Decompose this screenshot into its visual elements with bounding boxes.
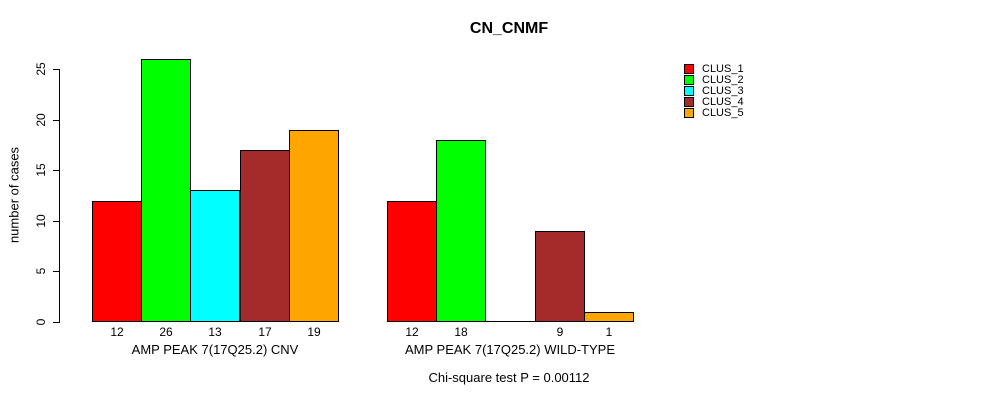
y-tick-mark: [53, 322, 60, 323]
bar-clus_1-group2: [387, 201, 437, 322]
legend-swatch-clus_3: [684, 86, 694, 96]
legend-label-clus_5: CLUS_5: [702, 107, 744, 119]
legend-swatch-clus_4: [684, 97, 694, 107]
y-axis-label: number of cases: [6, 146, 22, 244]
bar-value-label: 1: [605, 325, 613, 339]
chart-title: CN_CNMF: [469, 20, 549, 37]
y-tick-label: 25: [34, 62, 48, 76]
legend-swatch-clus_1: [684, 64, 694, 74]
legend-label-clus_3: CLUS_3: [702, 85, 744, 97]
y-tick-label: 20: [34, 113, 48, 127]
bar-clus_3-group1: [190, 190, 240, 322]
y-tick-mark: [53, 170, 60, 171]
bar-value-label: 19: [307, 325, 321, 339]
bar-value-label: 12: [405, 325, 419, 339]
bar-value-label: 9: [556, 325, 564, 339]
chi-square-note: Chi-square test P = 0.00112: [428, 370, 590, 385]
bar-value-label: 12: [110, 325, 124, 339]
bar-value-label: 13: [208, 325, 222, 339]
y-axis: [59, 69, 60, 323]
bar-clus_4-group1: [240, 150, 290, 322]
group-label-2: AMP PEAK 7(17Q25.2) WILD-TYPE: [405, 342, 615, 357]
y-tick-mark: [53, 120, 60, 121]
y-tick-label: 15: [34, 163, 48, 177]
y-tick-mark: [53, 221, 60, 222]
bar-clus_4-group2: [535, 231, 585, 322]
y-tick-label: 10: [34, 214, 48, 228]
bar-clus_3-group2-zero: [485, 321, 535, 322]
group-label-1: AMP PEAK 7(17Q25.2) CNV: [131, 342, 299, 357]
bar-clus_5-group2: [584, 312, 634, 322]
y-tick-mark: [53, 271, 60, 272]
y-tick-mark: [53, 69, 60, 70]
legend-swatch-clus_5: [684, 108, 694, 118]
bar-clus_2-group1: [141, 59, 191, 322]
legend-label-clus_2: CLUS_2: [702, 74, 744, 86]
bar-clus_2-group2: [436, 140, 486, 322]
y-tick-label: 0: [34, 318, 48, 326]
bar-clus_1-group1: [92, 201, 142, 322]
legend-label-clus_4: CLUS_4: [702, 96, 744, 108]
bar-value-label: 26: [159, 325, 173, 339]
bar-clus_5-group1: [289, 130, 339, 322]
bar-value-label: 18: [454, 325, 468, 339]
legend-swatch-clus_2: [684, 75, 694, 85]
y-tick-label: 5: [34, 267, 48, 275]
bar-value-label: 17: [258, 325, 272, 339]
legend-label-clus_1: CLUS_1: [702, 63, 744, 75]
